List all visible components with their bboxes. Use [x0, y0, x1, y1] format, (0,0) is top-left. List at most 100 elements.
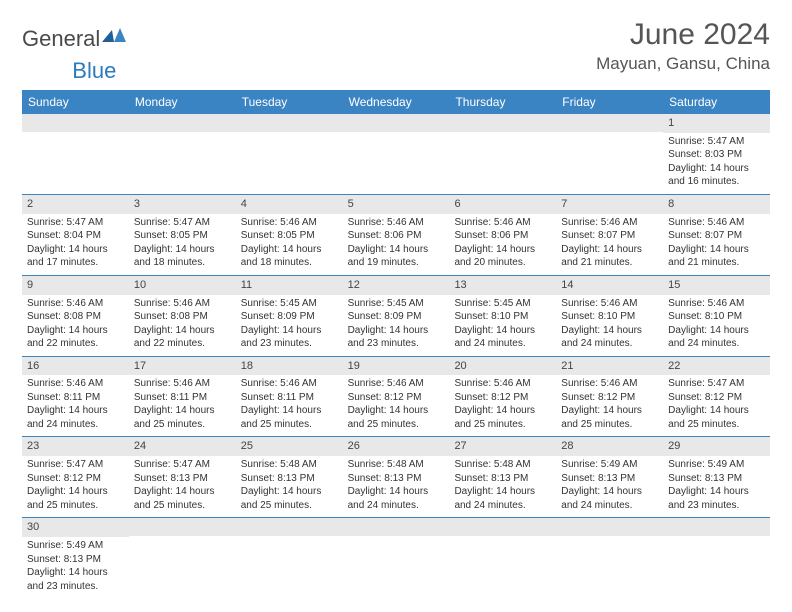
week-row: 9Sunrise: 5:46 AMSunset: 8:08 PMDaylight… [22, 276, 770, 357]
day-cell: 15Sunrise: 5:46 AMSunset: 8:10 PMDayligh… [663, 276, 770, 356]
sunrise-text: Sunrise: 5:47 AM [134, 458, 231, 472]
sunrise-text: Sunrise: 5:46 AM [241, 377, 338, 391]
daylight-text: Daylight: 14 hours and 18 minutes. [241, 243, 338, 270]
day-cell [22, 114, 129, 194]
week-row: 16Sunrise: 5:46 AMSunset: 8:11 PMDayligh… [22, 357, 770, 438]
calendar: Sunday Monday Tuesday Wednesday Thursday… [22, 90, 770, 598]
daylight-text: Daylight: 14 hours and 21 minutes. [668, 243, 765, 270]
sunrise-text: Sunrise: 5:45 AM [348, 297, 445, 311]
day-number [343, 518, 450, 536]
day-number [449, 518, 556, 536]
weeks-container: 1 Sunrise: 5:47 AM Sunset: 8:03 PM Daylight… [22, 114, 770, 598]
day-cell: 23Sunrise: 5:47 AMSunset: 8:12 PMDayligh… [22, 437, 129, 517]
day-number: 5 [343, 195, 450, 214]
sunset-text: Sunset: 8:07 PM [668, 229, 765, 243]
day-cell: 30Sunrise: 5:49 AMSunset: 8:13 PMDayligh… [22, 518, 129, 598]
day-number [663, 518, 770, 536]
week-row: 23Sunrise: 5:47 AMSunset: 8:12 PMDayligh… [22, 437, 770, 518]
day-cell [449, 114, 556, 194]
weekday-monday: Monday [129, 90, 236, 114]
day-cell: 21Sunrise: 5:46 AMSunset: 8:12 PMDayligh… [556, 357, 663, 437]
sunset-text: Sunset: 8:13 PM [668, 472, 765, 486]
day-number: 30 [22, 518, 129, 537]
day-cell: 6Sunrise: 5:46 AMSunset: 8:06 PMDaylight… [449, 195, 556, 275]
sunset-text: Sunset: 8:10 PM [668, 310, 765, 324]
day-cell: 9Sunrise: 5:46 AMSunset: 8:08 PMDaylight… [22, 276, 129, 356]
sunset-text: Sunset: 8:03 PM [668, 148, 765, 162]
sunrise-text: Sunrise: 5:47 AM [134, 216, 231, 230]
day-cell: 16Sunrise: 5:46 AMSunset: 8:11 PMDayligh… [22, 357, 129, 437]
day-cell: 22Sunrise: 5:47 AMSunset: 8:12 PMDayligh… [663, 357, 770, 437]
daylight-text: Daylight: 14 hours and 25 minutes. [134, 404, 231, 431]
sunrise-text: Sunrise: 5:46 AM [561, 297, 658, 311]
day-number: 13 [449, 276, 556, 295]
sunrise-text: Sunrise: 5:47 AM [27, 458, 124, 472]
sunrise-text: Sunrise: 5:46 AM [454, 377, 551, 391]
daylight-text: Daylight: 14 hours and 24 minutes. [561, 485, 658, 512]
sunset-text: Sunset: 8:11 PM [27, 391, 124, 405]
daylight-text: Daylight: 14 hours and 25 minutes. [27, 485, 124, 512]
daylight-text: Daylight: 14 hours and 25 minutes. [241, 485, 338, 512]
daylight-text: Daylight: 14 hours and 24 minutes. [668, 324, 765, 351]
day-cell: 17Sunrise: 5:46 AMSunset: 8:11 PMDayligh… [129, 357, 236, 437]
daylight-text: Daylight: 14 hours and 22 minutes. [134, 324, 231, 351]
sunrise-text: Sunrise: 5:45 AM [241, 297, 338, 311]
sunset-text: Sunset: 8:13 PM [348, 472, 445, 486]
day-number: 9 [22, 276, 129, 295]
day-cell: 20Sunrise: 5:46 AMSunset: 8:12 PMDayligh… [449, 357, 556, 437]
sunrise-text: Sunrise: 5:46 AM [561, 216, 658, 230]
day-number [129, 518, 236, 536]
day-number: 1 [663, 114, 770, 133]
sunset-text: Sunset: 8:10 PM [561, 310, 658, 324]
sunrise-text: Sunrise: 5:46 AM [348, 377, 445, 391]
day-cell: 3Sunrise: 5:47 AMSunset: 8:05 PMDaylight… [129, 195, 236, 275]
day-cell: 18Sunrise: 5:46 AMSunset: 8:11 PMDayligh… [236, 357, 343, 437]
weekday-saturday: Saturday [663, 90, 770, 114]
logo-flag-icon [102, 26, 128, 52]
day-number: 22 [663, 357, 770, 376]
daylight-text: Daylight: 14 hours and 25 minutes. [668, 404, 765, 431]
sunrise-text: Sunrise: 5:46 AM [241, 216, 338, 230]
day-number: 4 [236, 195, 343, 214]
day-number: 19 [343, 357, 450, 376]
day-cell: 8 Sunrise: 5:46 AMSunset: 8:07 PMDaylight… [663, 195, 770, 275]
sunrise-text: Sunrise: 5:46 AM [27, 297, 124, 311]
daylight-text: Daylight: 14 hours and 25 minutes. [241, 404, 338, 431]
day-number [449, 114, 556, 132]
daylight-text: Daylight: 14 hours and 18 minutes. [134, 243, 231, 270]
day-number [236, 518, 343, 536]
sunset-text: Sunset: 8:13 PM [454, 472, 551, 486]
day-number: 24 [129, 437, 236, 456]
sunset-text: Sunset: 8:06 PM [348, 229, 445, 243]
logo-text-1: General [22, 26, 100, 52]
day-cell: 19Sunrise: 5:46 AMSunset: 8:12 PMDayligh… [343, 357, 450, 437]
sunrise-text: Sunrise: 5:48 AM [454, 458, 551, 472]
day-cell [663, 518, 770, 598]
weekday-friday: Friday [556, 90, 663, 114]
day-number [343, 114, 450, 132]
day-number: 18 [236, 357, 343, 376]
sunrise-text: Sunrise: 5:45 AM [454, 297, 551, 311]
sunrise-text: Sunrise: 5:49 AM [668, 458, 765, 472]
day-number: 8 [663, 195, 770, 214]
daylight-text: Daylight: 14 hours and 25 minutes. [134, 485, 231, 512]
sunset-text: Sunset: 8:07 PM [561, 229, 658, 243]
daylight-text: Daylight: 14 hours and 17 minutes. [27, 243, 124, 270]
sunrise-text: Sunrise: 5:47 AM [668, 377, 765, 391]
day-number [236, 114, 343, 132]
sunrise-text: Sunrise: 5:46 AM [668, 216, 765, 230]
day-number [556, 518, 663, 536]
week-row: 1Sunrise: 5:47 AMSunset: 8:03 PMDaylight… [22, 114, 770, 195]
day-cell: 2Sunrise: 5:47 AMSunset: 8:04 PMDaylight… [22, 195, 129, 275]
sunset-text: Sunset: 8:05 PM [134, 229, 231, 243]
sunset-text: Sunset: 8:09 PM [348, 310, 445, 324]
day-number: 12 [343, 276, 450, 295]
daylight-text: Daylight: 14 hours and 23 minutes. [668, 485, 765, 512]
day-number: 6 [449, 195, 556, 214]
sunset-text: Sunset: 8:12 PM [668, 391, 765, 405]
sunrise-text: Sunrise: 5:48 AM [241, 458, 338, 472]
day-cell: 24Sunrise: 5:47 AMSunset: 8:13 PMDayligh… [129, 437, 236, 517]
day-cell: 12Sunrise: 5:45 AMSunset: 8:09 PMDayligh… [343, 276, 450, 356]
sunrise-text: Sunrise: 5:46 AM [134, 377, 231, 391]
day-cell: 13Sunrise: 5:45 AMSunset: 8:10 PMDayligh… [449, 276, 556, 356]
